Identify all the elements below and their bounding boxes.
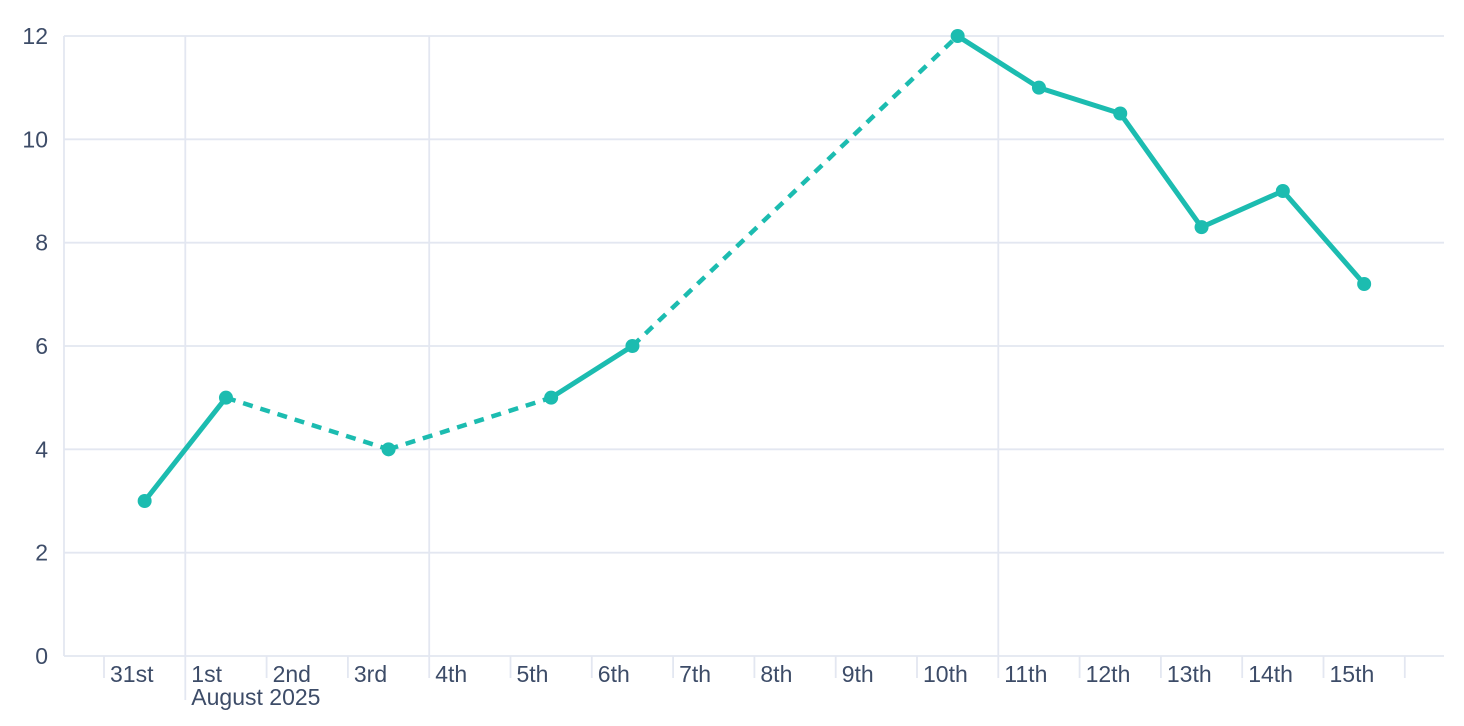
x-axis-label-15th: 15th [1330, 661, 1375, 687]
x-axis-label-6th: 6th [598, 661, 630, 687]
segment-3rd-to-5th-dashed [387, 395, 552, 452]
gridlines [64, 35, 1444, 657]
data-point-10th[interactable] [950, 29, 965, 43]
axis-labels: 0 2 4 6 8 10 12 31st 1st 2nd 3rd 4th 5th 6th 7th 8th 9th… [22, 23, 1374, 710]
month-label: August 2025 [191, 684, 320, 710]
x-axis-label-31st: 31st [110, 661, 154, 687]
x-axis-label-11th: 11th [1004, 661, 1047, 687]
data-point-1st[interactable] [218, 390, 233, 405]
x-axis-label-1st: 1st [191, 661, 222, 687]
segment-31st-to-1st-solid [142, 395, 229, 504]
data-point-15th[interactable] [1357, 277, 1372, 291]
axes [63, 36, 1406, 700]
data-point-12th[interactable] [1113, 106, 1128, 121]
y-axis-label-0: 0 [35, 643, 48, 669]
data-point-14th[interactable] [1275, 184, 1290, 198]
data-point-5th[interactable] [544, 390, 559, 405]
x-axis-label-3rd: 3rd [354, 661, 387, 687]
x-axis-label-12th: 12th [1086, 661, 1131, 687]
x-axis-label-5th: 5th [517, 661, 549, 687]
y-axis-label-2: 2 [35, 540, 48, 566]
segment-10th-to-15th-solid [955, 33, 1367, 287]
y-axis-label-12: 12 [22, 23, 48, 49]
x-axis-label-9th: 9th [842, 661, 874, 687]
x-axis-label-4th: 4th [435, 661, 467, 687]
segment-5th-to-6th-solid [548, 343, 635, 401]
data-point-31st[interactable] [137, 494, 152, 508]
series [137, 29, 1372, 508]
x-axis-label-13th: 13th [1167, 661, 1212, 687]
segment-6th-to-10th-dashed [630, 34, 960, 348]
x-axis-label-2nd: 2nd [273, 661, 311, 687]
x-axis-label-14th: 14th [1248, 661, 1293, 687]
y-axis-label-4: 4 [35, 436, 48, 462]
data-point-11th[interactable] [1031, 80, 1046, 95]
y-axis-label-8: 8 [35, 230, 48, 256]
data-point-13th[interactable] [1194, 220, 1209, 235]
data-point-3rd[interactable] [381, 442, 396, 457]
segment-1st-to-3rd-dashed [225, 395, 390, 452]
y-axis-label-6: 6 [35, 333, 48, 359]
data-point-6th[interactable] [625, 339, 640, 353]
x-axis-label-7th: 7th [679, 661, 711, 687]
y-axis-label-10: 10 [22, 126, 48, 152]
x-axis-label-8th: 8th [760, 661, 792, 687]
x-axis-label-10th: 10th [923, 661, 968, 687]
